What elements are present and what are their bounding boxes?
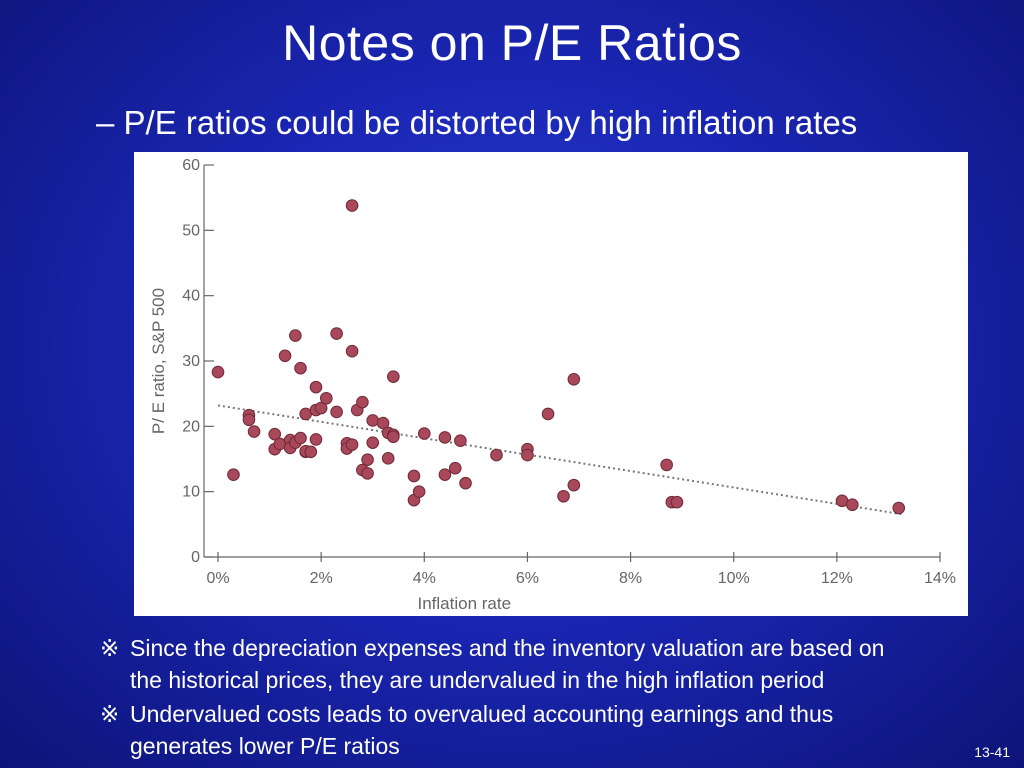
data-point bbox=[289, 329, 302, 342]
data-point bbox=[345, 199, 359, 212]
data-point bbox=[660, 458, 673, 472]
y-tick-label: 40 bbox=[182, 288, 200, 305]
data-point bbox=[670, 495, 684, 509]
data-point bbox=[412, 485, 426, 498]
note-line: Since the depreciation expenses and the … bbox=[130, 635, 885, 661]
note-line: Undervalued costs leads to overvalued ac… bbox=[130, 701, 834, 727]
data-point bbox=[247, 425, 261, 438]
reference-mark: ※ bbox=[100, 701, 120, 727]
data-point bbox=[387, 370, 400, 383]
data-point bbox=[294, 361, 307, 375]
data-point bbox=[278, 349, 292, 363]
data-point bbox=[304, 445, 318, 459]
scatter-chart: 0 10 20 30 40 50 60 0% 2% 4% 6% 8% 10% 12% 14% P/ E r… bbox=[134, 152, 968, 616]
data-point bbox=[211, 365, 225, 379]
note-line: the historical prices, they are underval… bbox=[130, 667, 825, 693]
data-point bbox=[438, 431, 452, 444]
x-tick-label: 2% bbox=[310, 570, 333, 587]
x-tick-label: 14% bbox=[924, 570, 956, 587]
notes-list: ※ Since the depreciation expenses and the… bbox=[100, 632, 1000, 764]
data-point bbox=[541, 407, 555, 421]
data-point bbox=[366, 414, 380, 427]
data-point bbox=[846, 498, 859, 512]
data-point bbox=[521, 448, 534, 462]
data-point bbox=[242, 413, 256, 427]
note-item: ※ Undervalued costs leads to overvalued a… bbox=[100, 698, 1000, 762]
data-point bbox=[417, 427, 431, 440]
slide-subtitle: – P/E ratios could be distorted by high … bbox=[96, 104, 858, 141]
y-tick-label: 10 bbox=[182, 484, 200, 501]
x-tick-label: 10% bbox=[718, 570, 750, 587]
note-line: generates lower P/E ratios bbox=[130, 733, 400, 759]
data-point bbox=[309, 433, 323, 446]
data-point bbox=[345, 438, 359, 451]
data-point bbox=[490, 448, 503, 462]
data-point bbox=[438, 468, 452, 481]
data-point bbox=[448, 461, 462, 475]
x-tick-label: 8% bbox=[619, 570, 642, 587]
data-point bbox=[227, 468, 240, 481]
data-point bbox=[330, 327, 343, 340]
data-point bbox=[330, 405, 343, 419]
data-point bbox=[892, 501, 906, 515]
x-tick-label: 4% bbox=[413, 570, 436, 587]
reference-mark: ※ bbox=[100, 635, 120, 661]
y-tick-label: 0 bbox=[191, 549, 200, 566]
y-tick-label: 60 bbox=[182, 157, 200, 174]
data-point bbox=[387, 430, 400, 444]
page-number: 13-41 bbox=[974, 744, 1010, 760]
scatter-chart-svg: 0 10 20 30 40 50 60 0% 2% 4% 6% 8% 10% 12% 14% P/ E r… bbox=[149, 157, 956, 613]
data-point bbox=[314, 401, 328, 415]
data-points bbox=[211, 199, 906, 515]
data-point bbox=[356, 395, 369, 409]
x-tick-label: 0% bbox=[206, 570, 229, 587]
y-tick-label: 30 bbox=[182, 353, 200, 370]
data-point bbox=[459, 476, 472, 490]
data-point bbox=[381, 452, 395, 465]
data-point bbox=[361, 467, 374, 480]
data-point bbox=[345, 344, 359, 358]
data-point bbox=[320, 391, 333, 405]
data-point bbox=[366, 436, 380, 449]
data-point bbox=[567, 478, 581, 492]
note-item: ※ Since the depreciation expenses and the… bbox=[100, 632, 1000, 696]
x-axis: 0% 2% 4% 6% 8% 10% 12% 14% bbox=[204, 552, 956, 587]
y-tick-label: 50 bbox=[182, 222, 200, 239]
data-point bbox=[294, 431, 307, 445]
trendline bbox=[217, 404, 905, 516]
x-tick-label: 12% bbox=[821, 570, 853, 587]
data-point bbox=[268, 427, 282, 441]
data-point bbox=[454, 434, 467, 448]
data-point bbox=[309, 380, 323, 394]
data-point bbox=[407, 469, 421, 483]
y-axis-label: P/ E ratio, S&P 500 bbox=[149, 288, 168, 434]
data-point bbox=[557, 489, 570, 503]
x-tick-label: 6% bbox=[516, 570, 539, 587]
y-tick-label: 20 bbox=[182, 418, 200, 435]
data-point bbox=[376, 416, 390, 430]
x-axis-label: Inflation rate bbox=[418, 594, 512, 613]
slide-title: Notes on P/E Ratios bbox=[282, 15, 742, 71]
data-point bbox=[361, 453, 374, 466]
data-point bbox=[567, 372, 581, 386]
y-axis: 0 10 20 30 40 50 60 bbox=[182, 157, 214, 566]
